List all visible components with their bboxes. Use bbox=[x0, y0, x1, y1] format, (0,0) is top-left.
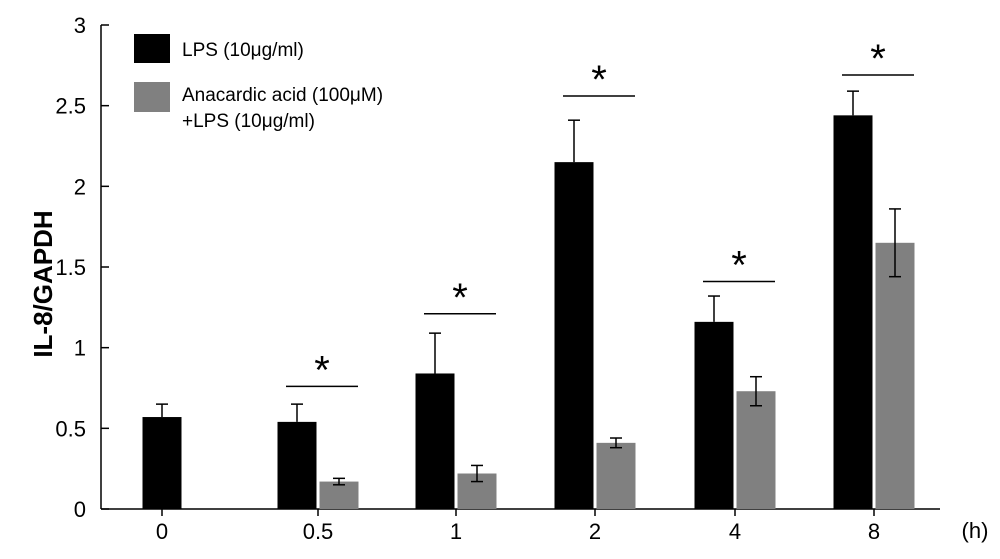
error-bars bbox=[156, 90, 901, 486]
y-tick-label: 3 bbox=[74, 13, 86, 38]
x-tick-label: 4 bbox=[729, 519, 741, 544]
legend-label-anacardic-line2: +LPS (10μg/ml) bbox=[182, 111, 315, 132]
significance-star: * bbox=[731, 244, 747, 288]
error-bar-anacardic bbox=[750, 375, 762, 407]
error-bar-anacardic bbox=[889, 208, 901, 278]
significance-star: * bbox=[314, 348, 330, 392]
bar-anacardic bbox=[736, 391, 776, 509]
y-tick-label: 2.5 bbox=[55, 94, 86, 119]
legend-swatch-lps bbox=[134, 34, 170, 63]
bar-anacardic bbox=[319, 481, 359, 509]
bars bbox=[142, 115, 915, 510]
bar-lps bbox=[142, 417, 182, 509]
x-tick-label: 8 bbox=[868, 519, 880, 544]
x-ticks: 0 0.5 1 2 4 8 bbox=[156, 509, 880, 544]
x-tick-label: 1 bbox=[450, 519, 462, 544]
y-axis-label: IL-8/GAPDH bbox=[28, 210, 58, 357]
x-tick-label: 0 bbox=[156, 519, 168, 544]
error-bar-anacardic bbox=[471, 464, 483, 483]
bar-lps bbox=[277, 421, 317, 509]
legend-label-anacardic-line1: Anacardic acid (100μM) bbox=[182, 85, 383, 106]
x-tick-label: 2 bbox=[589, 519, 601, 544]
bar-anacardic bbox=[596, 442, 636, 509]
error-bar-anacardic bbox=[333, 477, 345, 486]
error-bar-lps bbox=[708, 295, 720, 322]
y-tick-label: 1.5 bbox=[55, 255, 86, 280]
legend: LPS (10μg/ml) Anacardic acid (100μM) +LP… bbox=[134, 34, 383, 132]
error-bar-lps bbox=[847, 90, 859, 116]
x-axis-unit-label: (h) bbox=[962, 518, 989, 543]
x-tick-label: 0.5 bbox=[303, 519, 334, 544]
error-bar-lps bbox=[568, 119, 580, 163]
y-ticks: 0 0.5 1 1.5 2 2.5 3 bbox=[55, 13, 109, 522]
error-bar-lps bbox=[156, 403, 168, 418]
significance-star: * bbox=[452, 276, 468, 320]
bar-lps bbox=[833, 115, 873, 509]
legend-swatch-anacardic bbox=[134, 82, 170, 112]
y-tick-label: 1 bbox=[74, 336, 86, 361]
bar-lps bbox=[694, 321, 734, 509]
significance-markers: * * * * * bbox=[286, 37, 914, 392]
bar-lps bbox=[415, 373, 455, 509]
error-bar-lps bbox=[291, 403, 303, 422]
bar-lps bbox=[554, 162, 594, 509]
error-bar-anacardic bbox=[610, 437, 622, 449]
y-tick-label: 0.5 bbox=[55, 416, 86, 441]
legend-label-lps: LPS (10μg/ml) bbox=[182, 40, 304, 61]
significance-star: * bbox=[591, 58, 607, 102]
y-tick-label: 0 bbox=[74, 497, 86, 522]
error-bar-lps bbox=[429, 332, 441, 374]
y-tick-label: 2 bbox=[74, 174, 86, 199]
bar-anacardic bbox=[875, 242, 915, 510]
significance-star: * bbox=[870, 37, 886, 81]
